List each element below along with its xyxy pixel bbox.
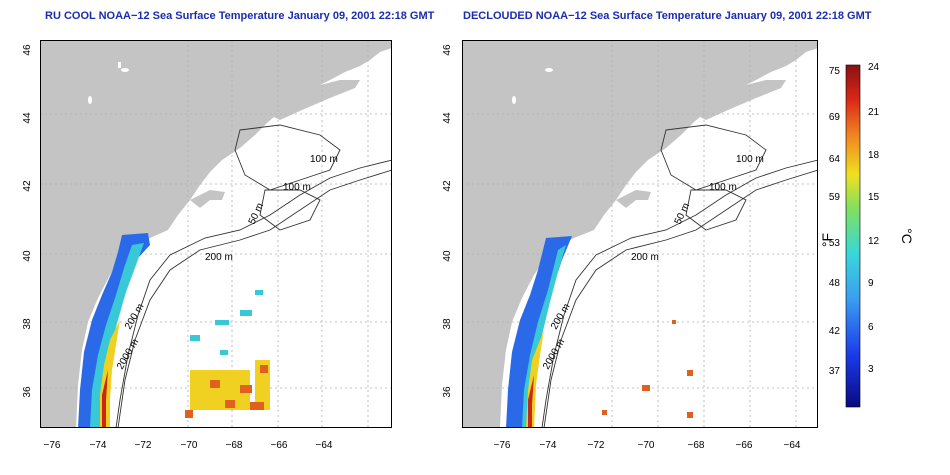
celsius-tick: 9 <box>868 278 874 289</box>
left-sst-map: 100 m 100 m 50 m 200 m 200 m 2000 m <box>40 40 393 429</box>
cape-cod <box>190 190 225 208</box>
x-tick-label: −64 <box>784 440 801 451</box>
x-tick-label: −66 <box>271 440 288 451</box>
x-tick-label: −76 <box>494 440 511 451</box>
y-tick-label: 46 <box>22 44 33 56</box>
right-map-title: DECLOUDED NOAA−12 Sea Surface Temperatur… <box>463 10 872 22</box>
right-sst-map: 100 m 100 m 50 m 200 m 200 m 2000 m <box>462 40 819 429</box>
celsius-tick: 24 <box>868 62 880 73</box>
contour-label: 200 m <box>631 252 659 263</box>
fahrenheit-tick: 59 <box>829 192 841 203</box>
x-tick-label: −72 <box>588 440 605 451</box>
fahrenheit-tick: 53 <box>829 238 841 249</box>
x-tick-label: −70 <box>638 440 655 451</box>
y-tick-label: 46 <box>442 44 453 56</box>
x-tick-label: −76 <box>44 440 61 451</box>
contour-label: 100 m <box>283 182 311 193</box>
temperature-colorbar: 75 69 64 59 53 48 42 37 24 21 18 15 12 9… <box>820 62 915 408</box>
y-tick-label: 42 <box>22 180 33 192</box>
x-tick-label: −70 <box>181 440 198 451</box>
x-tick-label: −72 <box>135 440 152 451</box>
x-tick-label: −64 <box>316 440 333 451</box>
y-tick-label: 36 <box>442 386 453 398</box>
contour-label: 100 m <box>310 154 338 165</box>
y-tick-label: 44 <box>442 112 453 124</box>
y-tick-label: 40 <box>442 250 453 262</box>
fahrenheit-tick: 75 <box>829 66 841 77</box>
x-tick-label: −68 <box>688 440 705 451</box>
celsius-tick: 21 <box>868 107 880 118</box>
y-tick-label: 40 <box>22 250 33 262</box>
x-tick-label: −74 <box>90 440 107 451</box>
celsius-tick: 12 <box>868 236 880 247</box>
celsius-unit: °C <box>899 228 915 244</box>
fahrenheit-tick: 64 <box>829 154 841 165</box>
y-tick-label: 42 <box>442 180 453 192</box>
x-tick-label: −74 <box>540 440 557 451</box>
y-tick-label: 36 <box>22 386 33 398</box>
x-tick-label: −68 <box>226 440 243 451</box>
contour-label: 200 m <box>205 252 233 263</box>
cape-cod <box>616 190 651 208</box>
fahrenheit-tick: 42 <box>829 326 841 337</box>
left-map-title: RU COOL NOAA−12 Sea Surface Temperature … <box>45 10 435 22</box>
fahrenheit-tick: 37 <box>829 366 841 377</box>
y-tick-label: 38 <box>22 318 33 330</box>
celsius-tick: 6 <box>868 322 874 333</box>
fahrenheit-tick: 69 <box>829 112 841 123</box>
y-tick-label: 38 <box>442 318 453 330</box>
contour-label: 100 m <box>709 182 737 193</box>
land-mass <box>40 40 392 428</box>
nova-scotia <box>260 80 360 120</box>
celsius-tick: 3 <box>868 364 874 375</box>
nova-scotia <box>686 80 786 120</box>
celsius-tick: 18 <box>868 150 880 161</box>
x-tick-label: −66 <box>736 440 753 451</box>
celsius-tick: 15 <box>868 192 880 203</box>
land-mass <box>462 40 818 428</box>
contour-label: 100 m <box>736 154 764 165</box>
fahrenheit-unit: °F <box>820 233 835 247</box>
y-tick-label: 44 <box>22 112 33 124</box>
colorbar-gradient <box>845 64 861 408</box>
fahrenheit-tick: 48 <box>829 278 841 289</box>
